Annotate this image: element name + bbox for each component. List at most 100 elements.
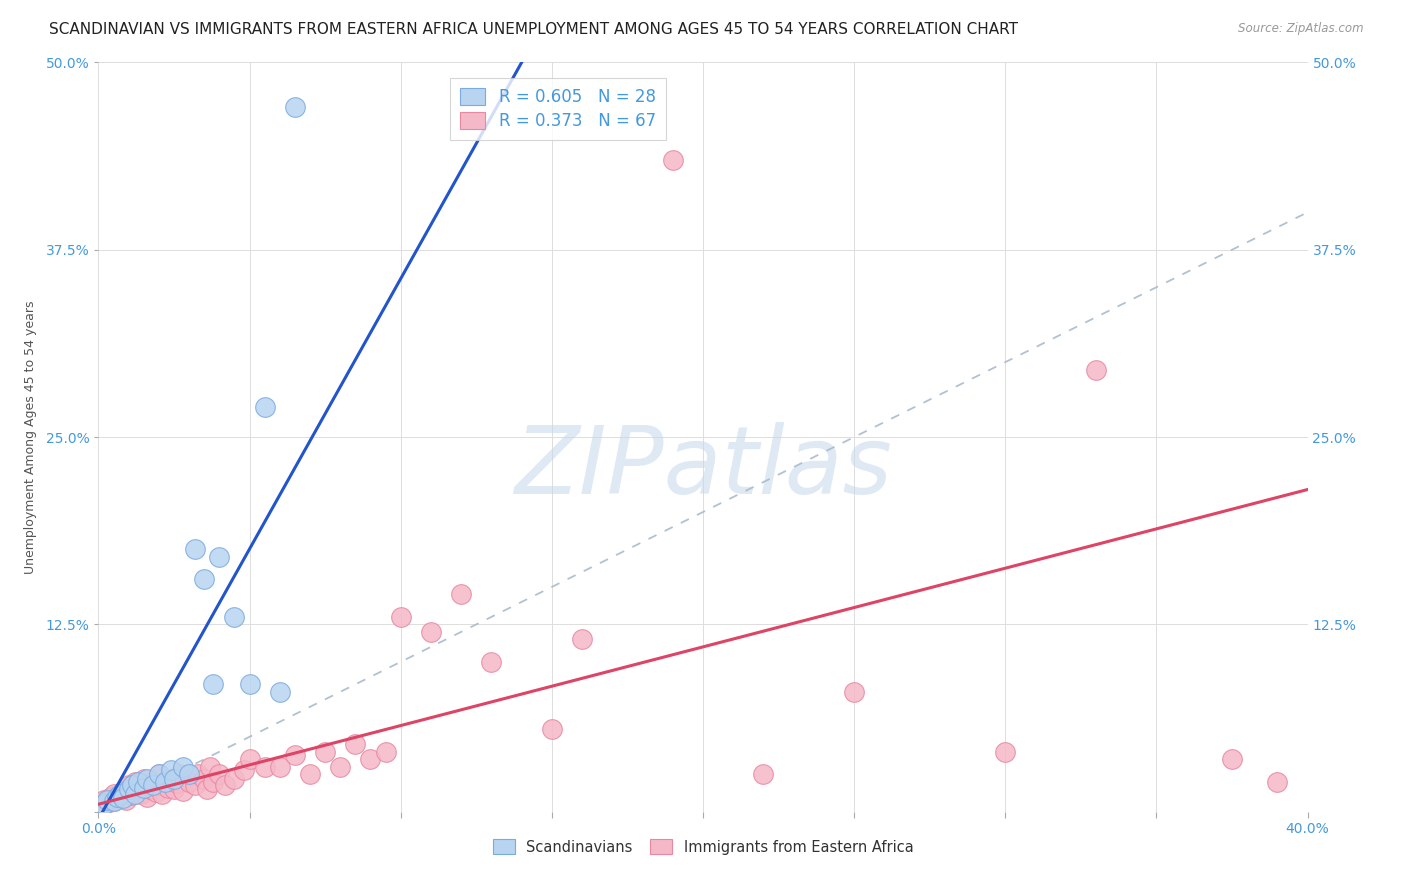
Point — [163, 782, 186, 797]
Point — [96, 796, 118, 810]
Point — [179, 767, 201, 781]
Point — [135, 789, 157, 804]
Point — [148, 767, 170, 781]
Point — [160, 763, 183, 777]
Point — [374, 745, 396, 759]
Point — [121, 789, 143, 803]
Text: ZIPatlas: ZIPatlas — [515, 422, 891, 513]
Point — [111, 791, 134, 805]
Point — [153, 774, 176, 789]
Y-axis label: Unemployment Among Ages 45 to 54 years: Unemployment Among Ages 45 to 54 years — [24, 301, 37, 574]
Point — [224, 772, 246, 786]
Point — [540, 723, 562, 737]
Point — [299, 767, 322, 781]
Point — [208, 767, 231, 781]
Point — [124, 780, 146, 795]
Point — [481, 655, 503, 669]
Point — [202, 677, 225, 691]
Point — [193, 772, 215, 786]
Point — [360, 752, 382, 766]
Point — [269, 760, 291, 774]
Point — [232, 763, 254, 777]
Point — [100, 789, 122, 804]
Point — [253, 760, 276, 774]
Point — [142, 778, 165, 792]
Point — [420, 624, 443, 639]
Point — [108, 787, 131, 801]
Point — [202, 774, 225, 789]
Point — [142, 774, 165, 789]
Point — [752, 767, 775, 781]
Point — [450, 587, 472, 601]
Point — [118, 785, 141, 799]
Point — [184, 542, 207, 557]
Point — [132, 772, 155, 786]
Point — [96, 793, 118, 807]
Point — [208, 549, 231, 564]
Point — [329, 760, 352, 774]
Point — [90, 797, 112, 812]
Point — [389, 610, 412, 624]
Point — [661, 153, 683, 167]
Point — [129, 787, 152, 801]
Point — [166, 776, 188, 790]
Point — [139, 782, 162, 797]
Point — [224, 610, 246, 624]
Point — [1220, 752, 1243, 766]
Point — [105, 791, 128, 805]
Point — [118, 778, 141, 792]
Point — [153, 774, 176, 789]
Point — [127, 782, 149, 797]
Point — [93, 797, 115, 812]
Point — [135, 772, 157, 786]
Point — [118, 782, 141, 797]
Point — [284, 100, 307, 114]
Point — [344, 737, 367, 751]
Point — [253, 400, 276, 414]
Point — [571, 632, 593, 647]
Point — [103, 794, 125, 808]
Point — [314, 745, 336, 759]
Point — [150, 787, 173, 801]
Point — [163, 772, 186, 786]
Point — [160, 772, 183, 786]
Point — [121, 778, 143, 792]
Point — [103, 787, 125, 801]
Point — [214, 778, 236, 792]
Legend: Scandinavians, Immigrants from Eastern Africa: Scandinavians, Immigrants from Eastern A… — [486, 833, 920, 861]
Point — [193, 573, 215, 587]
Point — [148, 767, 170, 781]
Point — [269, 685, 291, 699]
Point — [103, 794, 125, 808]
Point — [132, 778, 155, 792]
Point — [124, 774, 146, 789]
Point — [172, 760, 194, 774]
Point — [156, 780, 179, 795]
Point — [1085, 362, 1108, 376]
Point — [172, 783, 194, 797]
Point — [195, 782, 218, 797]
Point — [284, 747, 307, 762]
Text: SCANDINAVIAN VS IMMIGRANTS FROM EASTERN AFRICA UNEMPLOYMENT AMONG AGES 45 TO 54 : SCANDINAVIAN VS IMMIGRANTS FROM EASTERN … — [49, 22, 1018, 37]
Text: Source: ZipAtlas.com: Source: ZipAtlas.com — [1239, 22, 1364, 36]
Point — [844, 685, 866, 699]
Point — [111, 783, 134, 797]
Point — [127, 774, 149, 789]
Point — [239, 752, 262, 766]
Point — [145, 785, 167, 799]
Point — [187, 767, 209, 781]
Point — [148, 778, 170, 792]
Point — [239, 677, 262, 691]
Point — [200, 760, 222, 774]
Point — [114, 793, 136, 807]
Point — [1267, 774, 1289, 789]
Point — [108, 789, 131, 803]
Point — [132, 780, 155, 795]
Point — [994, 745, 1017, 759]
Point — [93, 793, 115, 807]
Point — [124, 787, 146, 801]
Point — [179, 774, 201, 789]
Point — [105, 789, 128, 804]
Point — [169, 767, 191, 781]
Point — [184, 778, 207, 792]
